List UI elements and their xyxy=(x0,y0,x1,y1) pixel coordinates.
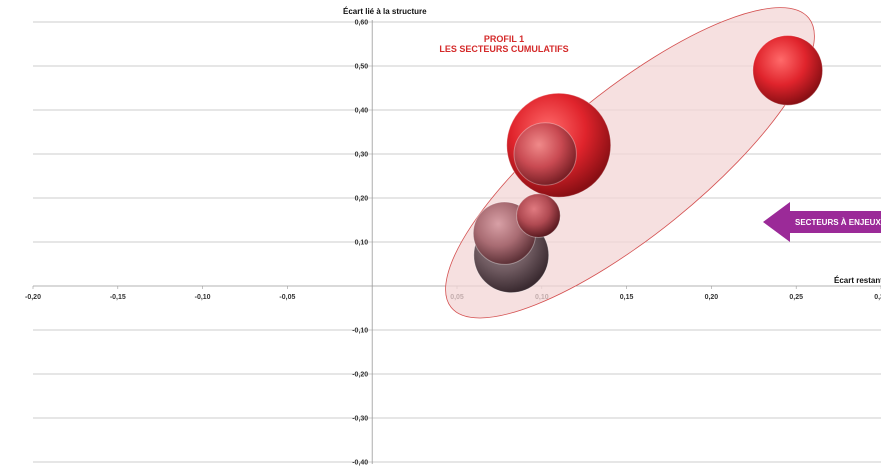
bubble xyxy=(516,193,561,238)
y-tick-label: -0,40 xyxy=(352,460,368,467)
y-tick-label: 0,40 xyxy=(355,108,369,115)
bubbles xyxy=(472,35,824,294)
bubble xyxy=(513,122,577,186)
x-tick-label: 0,20 xyxy=(705,294,719,301)
arrow-label: SECTEURS À ENJEUX xyxy=(795,218,881,227)
profile-title-line2: LES SECTEURS CUMULATIFS xyxy=(439,44,568,54)
x-tick-label: -0,10 xyxy=(195,294,211,301)
y-tick-label: 0,20 xyxy=(355,196,369,203)
x-tick-label: 0,15 xyxy=(620,294,634,301)
y-tick-label: -0,30 xyxy=(352,416,368,423)
y-tick-label: 0,60 xyxy=(355,20,369,27)
x-tick-label: 0,30 xyxy=(874,294,881,301)
secteurs-a-enjeux-arrow: SECTEURS À ENJEUX xyxy=(763,202,881,242)
y-tick-label: 0,50 xyxy=(355,64,369,71)
gridlines xyxy=(33,21,881,463)
y-axis-title: Écart lié à la structure xyxy=(343,7,427,16)
x-axis-title: Écart restant xyxy=(834,276,881,285)
x-tick-label: -0,20 xyxy=(25,294,41,301)
y-tick-label: 0,10 xyxy=(355,240,369,247)
bubble xyxy=(752,35,824,106)
x-tick-label: -0,15 xyxy=(110,294,126,301)
x-tick-label: 0,25 xyxy=(789,294,803,301)
y-tick-label: 0,30 xyxy=(355,152,369,159)
y-tick-label: -0,20 xyxy=(352,372,368,379)
profile-title-line1: PROFIL 1 xyxy=(484,34,524,44)
y-tick-label: -0,10 xyxy=(352,328,368,335)
y-tick-labels: 0,60 0,50 0,40 0,30 0,20 0,10 -0,10 -0,20 -0,30 -… xyxy=(352,20,368,467)
x-tick-label: -0,05 xyxy=(279,294,295,301)
arrow-shape xyxy=(763,202,881,242)
